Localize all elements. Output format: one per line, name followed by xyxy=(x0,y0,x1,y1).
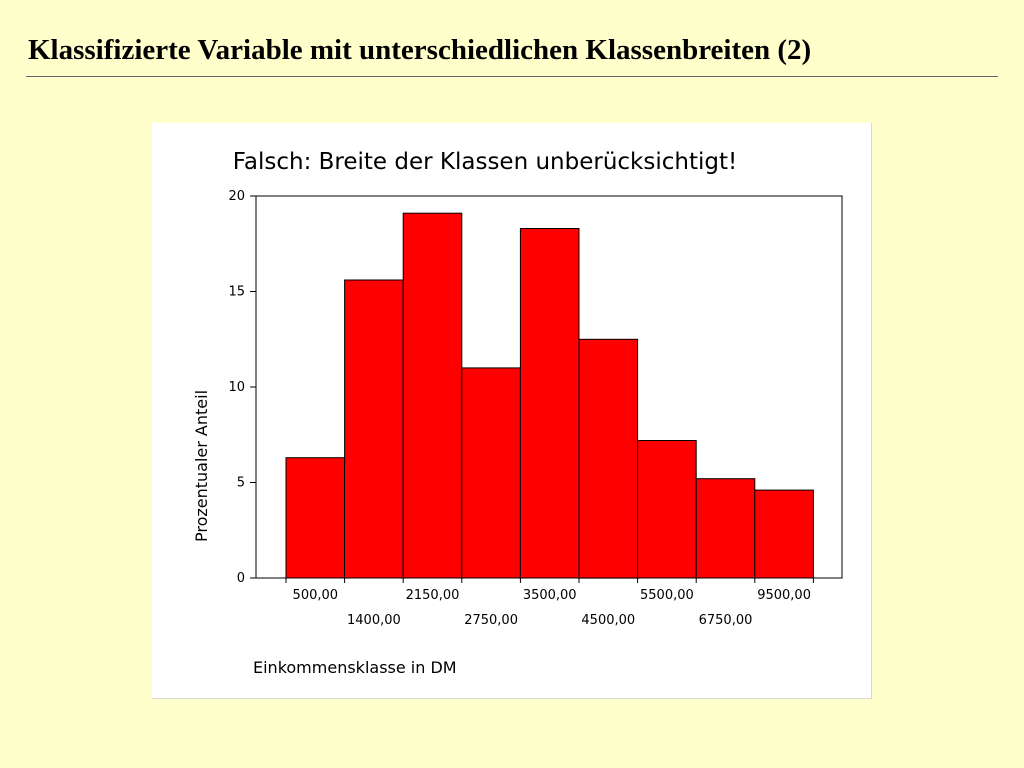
histogram-bar xyxy=(695,478,756,579)
x-tick-label: 5500,00 xyxy=(640,588,694,603)
histogram-bar xyxy=(285,457,346,579)
histogram-bar xyxy=(402,212,463,579)
tick-labels-layer: 0 5 10 15 20 500,00 1400,00 2150,00 2750,00 3500,… xyxy=(228,189,811,628)
y-tick-label: 5 xyxy=(237,476,245,491)
x-tick-label: 2150,00 xyxy=(406,588,460,603)
x-tick-label: 2750,00 xyxy=(464,613,518,628)
y-tick-label: 0 xyxy=(237,571,245,586)
x-tick-label: 4500,00 xyxy=(581,613,635,628)
x-tick-label: 1400,00 xyxy=(347,613,401,628)
title-divider xyxy=(26,76,998,77)
chart-title: Falsch: Breite der Klassen unberücksicht… xyxy=(233,149,737,175)
axes-layer xyxy=(250,195,843,583)
y-axis-label: Prozentualer Anteil xyxy=(192,390,211,542)
y-tick-label: 20 xyxy=(228,189,245,204)
y-tick-label: 15 xyxy=(228,285,245,300)
x-tick-label: 500,00 xyxy=(293,588,339,603)
histogram-bar xyxy=(461,367,521,579)
histogram-bar xyxy=(754,489,814,579)
y-tick-label: 10 xyxy=(228,380,245,395)
bars-layer xyxy=(285,212,814,579)
page-title: Klassifizierte Variable mit unterschiedl… xyxy=(28,34,812,66)
x-tick-label: 6750,00 xyxy=(699,613,753,628)
x-axis-label: Einkommensklasse in DM xyxy=(253,658,457,677)
x-tick-label: 9500,00 xyxy=(757,588,811,603)
histogram-bar xyxy=(578,338,639,579)
histogram-chart: Falsch: Breite der Klassen unberücksicht… xyxy=(192,149,843,677)
chart-panel: Falsch: Breite der Klassen unberücksicht… xyxy=(152,123,872,699)
histogram-bar xyxy=(344,279,404,579)
histogram-bar xyxy=(519,228,580,579)
x-tick-label: 3500,00 xyxy=(523,588,577,603)
histogram-bar xyxy=(637,440,697,579)
